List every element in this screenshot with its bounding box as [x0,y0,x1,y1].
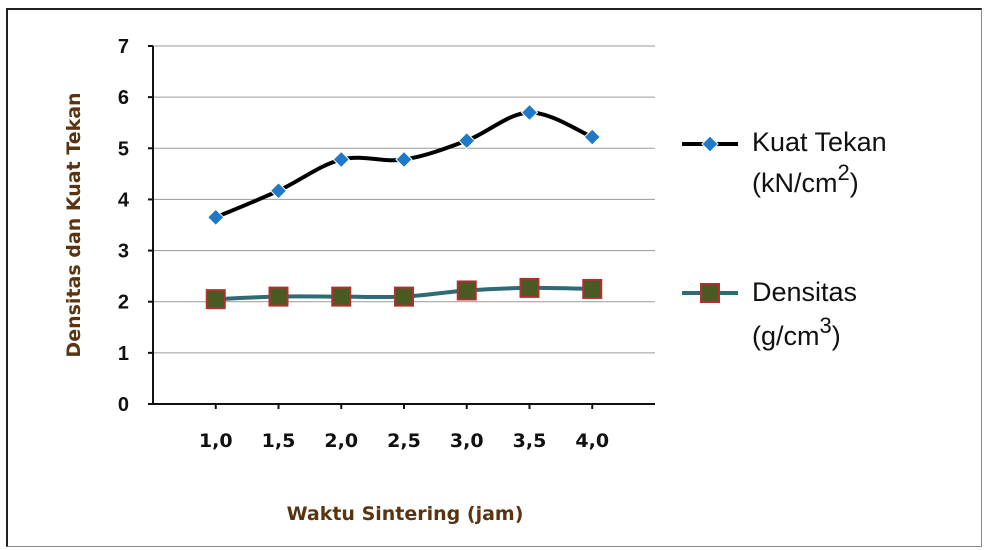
data-point-densitas [456,280,477,301]
y-tick-label: 4 [118,189,130,211]
data-point-kuat-tekan [520,103,539,122]
legend-item-densitas: Densitas (g/cm3) [682,277,857,351]
y-tick-label: 6 [118,87,129,109]
data-point-kuat-tekan [583,128,601,146]
legend-label-kuat-tekan: Kuat Tekan [752,127,887,157]
legend-marker-kuat-tekan [701,135,719,153]
x-tick-label: 4,0 [575,430,609,452]
x-axis-title: Waktu Sintering (jam) [287,503,524,525]
x-tick-labels: 1,0 1,5 2,0 2,5 3,0 3,5 4,0 [199,430,609,452]
data-point-densitas [519,277,540,298]
legend: Kuat Tekan (kN/cm2) Densitas (g/cm3) [682,127,887,351]
data-point-densitas [582,278,603,299]
x-tick-label: 2,5 [387,430,421,452]
legend-item-kuat-tekan: Kuat Tekan (kN/cm2) [682,127,887,198]
legend-marker-densitas [700,283,720,303]
data-point-kuat-tekan [207,208,225,227]
y-tick-label: 7 [118,36,129,58]
data-point-densitas [268,286,289,307]
data-point-densitas [394,286,414,307]
data-point-densitas [205,289,226,310]
gridlines [153,45,655,354]
x-tick-label: 3,0 [450,430,484,452]
data-point-densitas [331,286,352,307]
legend-unit-kuat-tekan: (kN/cm2) [752,160,859,198]
data-point-kuat-tekan [395,150,413,169]
y-tick-labels: 0 1 2 3 4 5 6 7 [118,36,130,416]
y-tick-label: 2 [118,292,129,314]
x-tick-label: 3,5 [513,430,547,452]
x-tick-label: 2,0 [324,430,358,452]
x-tick-label: 1,0 [199,430,233,452]
chart-frame [6,8,982,547]
data-point-kuat-tekan [458,131,476,150]
y-tick-label: 0 [118,394,129,416]
data-point-kuat-tekan [269,182,288,200]
legend-unit-densitas: (g/cm3) [752,313,841,351]
series-group [205,103,603,310]
y-tick-label: 1 [118,343,129,365]
y-axis-title: Densitas dan Kuat Tekan [63,92,85,357]
y-tick-label: 5 [118,138,129,160]
legend-label-densitas: Densitas [752,277,857,307]
y-tick-label: 3 [118,241,129,263]
x-tick-label: 1,5 [262,430,296,452]
axes [148,45,655,409]
data-point-kuat-tekan [332,150,350,169]
